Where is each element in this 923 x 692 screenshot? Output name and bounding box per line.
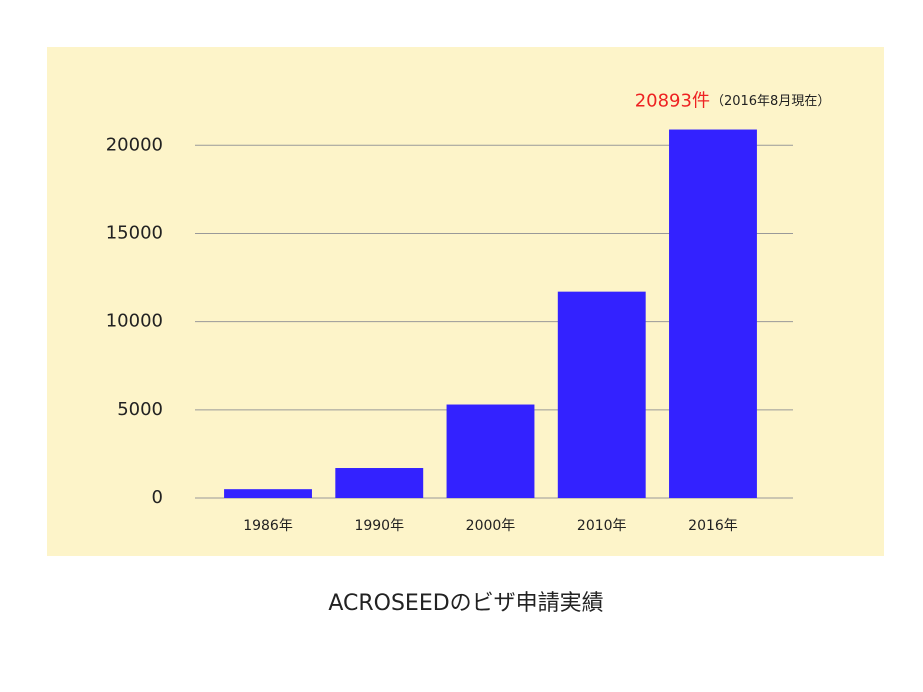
bar [335,468,424,498]
y-tick-label: 10000 [106,311,163,332]
chart-title: ACROSEEDのビザ申請実績 [328,591,603,616]
y-tick-label: 20000 [106,134,163,155]
bar [224,489,312,498]
bar [669,129,757,499]
value-label: 20893件 [635,91,710,112]
x-tick-label: 1990年 [354,518,404,534]
y-tick-label: 5000 [117,399,163,420]
x-tick-label: 1986年 [243,518,293,534]
bar [446,404,535,498]
x-tick-label: 2010年 [577,518,627,534]
y-tick-label: 0 [152,487,163,508]
bar [557,291,646,498]
y-tick-label: 15000 [106,222,163,243]
x-tick-label: 2016年 [688,518,738,534]
x-tick-label: 2000年 [466,518,516,534]
annotation: （2016年8月現在） [711,94,830,109]
